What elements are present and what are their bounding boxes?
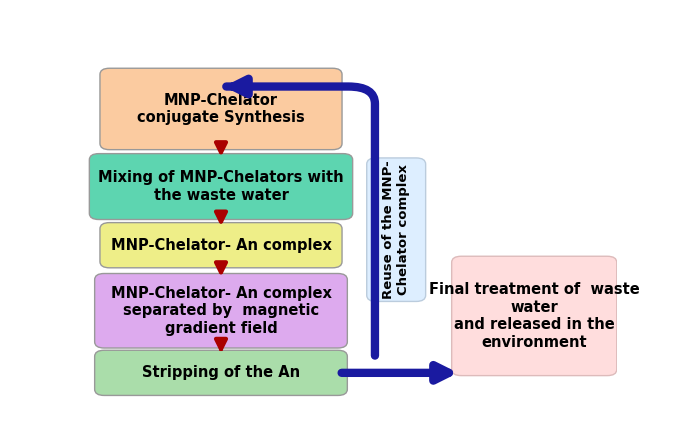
FancyBboxPatch shape [89, 154, 353, 220]
Text: MNP-Chelator- An complex
separated by  magnetic
gradient field: MNP-Chelator- An complex separated by ma… [110, 286, 332, 336]
FancyBboxPatch shape [95, 350, 347, 396]
Text: Stripping of the An: Stripping of the An [142, 366, 300, 380]
FancyBboxPatch shape [451, 256, 616, 375]
FancyBboxPatch shape [366, 158, 425, 302]
Text: MNP-Chelator- An complex: MNP-Chelator- An complex [110, 238, 332, 253]
Text: Reuse of the MNP-
Chelator complex: Reuse of the MNP- Chelator complex [382, 160, 410, 299]
FancyBboxPatch shape [100, 223, 342, 268]
FancyBboxPatch shape [95, 273, 347, 348]
Text: Final treatment of  waste
water
and released in the
environment: Final treatment of waste water and relea… [429, 282, 640, 349]
Text: MNP-Chelator
conjugate Synthesis: MNP-Chelator conjugate Synthesis [137, 93, 305, 125]
FancyBboxPatch shape [100, 68, 342, 150]
Text: Mixing of MNP-Chelators with
the waste water: Mixing of MNP-Chelators with the waste w… [98, 170, 344, 203]
